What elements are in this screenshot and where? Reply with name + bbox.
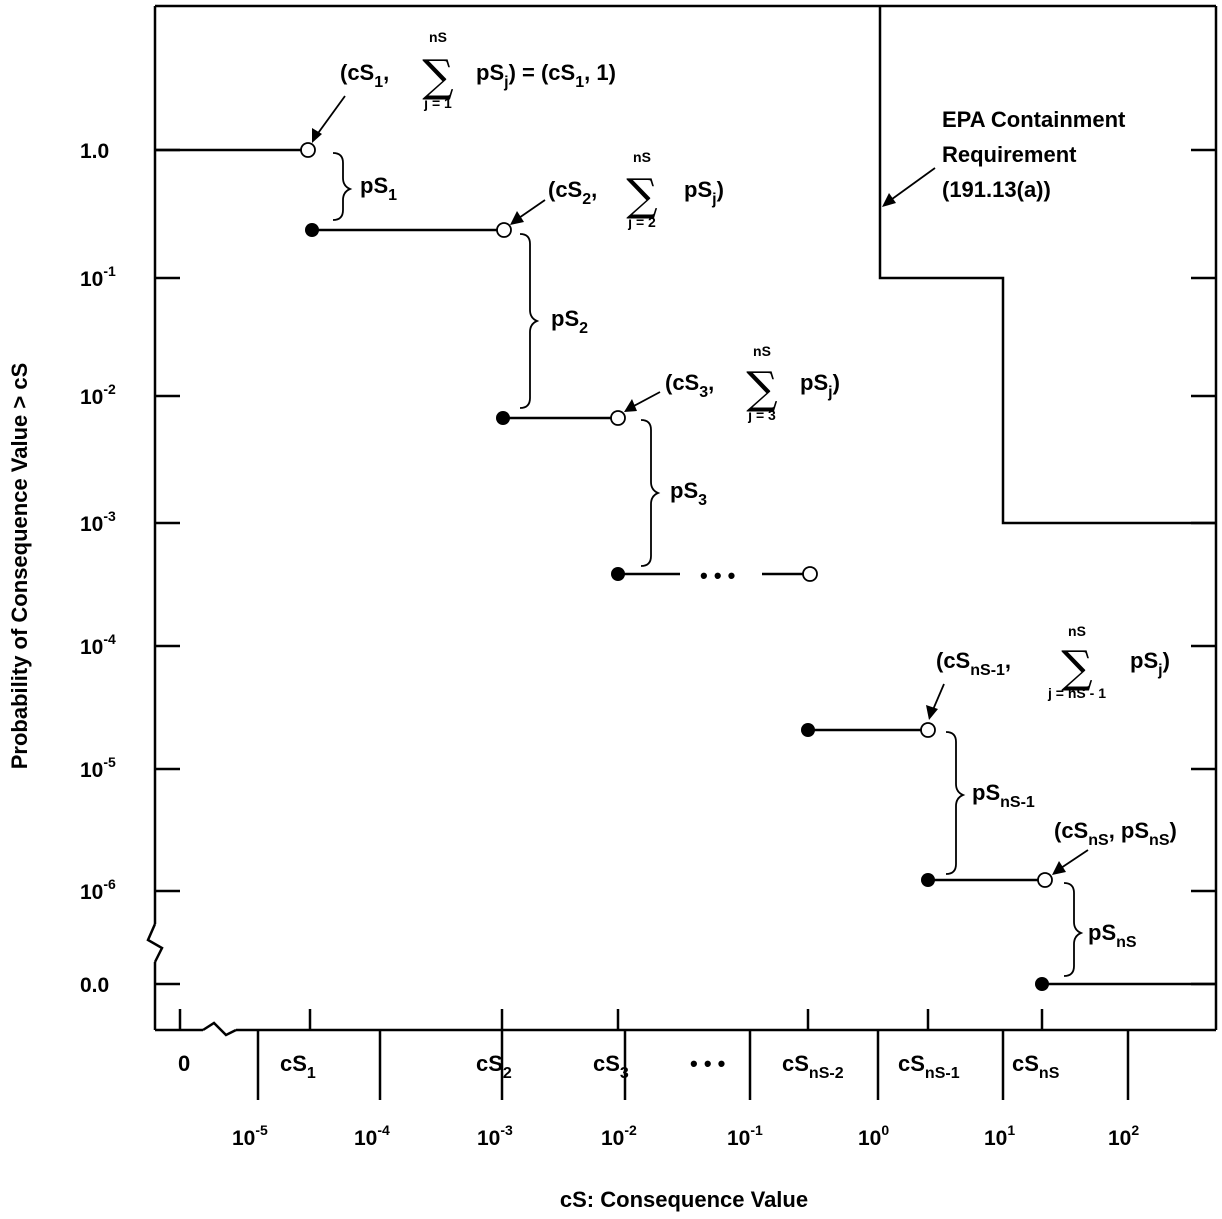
x-log-tick-1: 10-5	[232, 1122, 268, 1150]
epa-limit-line	[878, 6, 1216, 525]
x-csns1-label: cSnS-1	[898, 1051, 960, 1082]
x-cs2-label: cS2	[476, 1051, 512, 1082]
x-cs1-label: cS1	[280, 1051, 316, 1082]
y-tick-5: 10-4	[80, 631, 116, 659]
filled-point-4	[801, 723, 815, 737]
svg-text:pSj): pSj)	[800, 370, 840, 401]
y-tick-2: 10-1	[80, 263, 116, 291]
x-log-tick-5: 10-1	[727, 1122, 763, 1150]
y-tick-1: 1.0	[80, 140, 109, 163]
filled-point-3	[611, 567, 625, 581]
brace-5	[1063, 882, 1084, 977]
svg-text:∑: ∑	[626, 170, 657, 221]
brace-4	[945, 731, 966, 875]
open-point-2	[496, 222, 512, 238]
svg-text:(cS2,: (cS2,	[548, 177, 597, 208]
svg-text:pSj): pSj)	[1130, 648, 1170, 679]
filled-point-6	[1035, 977, 1049, 991]
svg-text:∑: ∑	[422, 51, 453, 102]
x-log-tick-3: 10-3	[477, 1122, 513, 1150]
svg-text:nS: nS	[1068, 623, 1086, 639]
open-point-1	[300, 142, 316, 158]
svg-text:∑: ∑	[746, 363, 777, 414]
brace-3	[640, 419, 661, 567]
y-tick-4: 10-3	[80, 508, 116, 536]
x-log-tick-4: 10-2	[601, 1122, 637, 1150]
open-point-3	[610, 410, 626, 426]
brace-label-2: pS2	[551, 306, 588, 337]
x-ellipsis: • • •	[690, 1051, 725, 1076]
epa-arrowhead	[882, 193, 896, 207]
svg-text:j = 1: j = 1	[423, 95, 452, 111]
brace-1	[332, 152, 353, 221]
filled-point-5	[921, 873, 935, 887]
ccdf-step-function	[155, 148, 1216, 986]
epa-label-line3: (191.13(a))	[942, 177, 1051, 202]
svg-text:∑: ∑	[1061, 642, 1092, 693]
step-ellipsis: • • •	[700, 563, 735, 588]
svg-text:pSj): pSj)	[684, 177, 724, 208]
x-log-tick-7: 101	[984, 1122, 1015, 1150]
x-cs3-label: cS3	[593, 1051, 629, 1082]
y-tick-6: 10-5	[80, 754, 116, 782]
x-axis-title: cS: Consequence Value	[560, 1187, 808, 1212]
brace-2	[519, 233, 540, 409]
annotation-point-ns: (cSnS, pSnS)	[1052, 818, 1177, 875]
y-axis-ticks	[155, 148, 1216, 986]
annotation-point-ns-1: (cSnS-1, nS ∑ j = nS - 1 pSj)	[926, 623, 1170, 720]
svg-text:(cSnS-1,: (cSnS-1,	[936, 648, 1011, 679]
y-tick-3: 10-2	[80, 381, 116, 409]
svg-text:nS: nS	[753, 343, 771, 359]
epa-arrow	[887, 167, 936, 203]
svg-text:j = nS - 1: j = nS - 1	[1047, 685, 1106, 701]
x-axis-ticks	[178, 1009, 1130, 1100]
x-log-tick-6: 100	[858, 1122, 889, 1150]
y-tick-8: 0.0	[80, 974, 109, 997]
svg-text:nS: nS	[429, 29, 447, 45]
svg-text:j = 3: j = 3	[747, 407, 776, 423]
brace-label-5: pSnS	[1088, 920, 1137, 951]
brace-label-1: pS1	[360, 173, 397, 204]
annotation-point-2: (cS2, nS ∑ j = 2 pSj)	[510, 149, 724, 230]
svg-text:(cS1,: (cS1,	[340, 60, 389, 91]
x-log-tick-8: 102	[1108, 1122, 1139, 1150]
annotation-point-1: (cS1, nS ∑ j = 1 pSj) = (cS1, 1)	[312, 29, 616, 143]
x-log-tick-2: 10-4	[354, 1122, 390, 1150]
svg-text:j = 2: j = 2	[627, 214, 656, 230]
plot-frame	[146, 4, 1218, 1037]
filled-point-1	[305, 223, 319, 237]
brace-label-3: pS3	[670, 478, 707, 509]
epa-label-line1: EPA Containment	[942, 107, 1126, 132]
svg-text:pSj) = (cS1, 1): pSj) = (cS1, 1)	[476, 60, 616, 91]
svg-text:(cS3,: (cS3,	[665, 370, 714, 401]
open-point-4	[802, 566, 818, 582]
open-point-6	[1037, 872, 1053, 888]
x-zero-label: 0	[178, 1051, 190, 1076]
epa-label-line2: Requirement	[942, 142, 1077, 167]
x-csns-label: cSnS	[1012, 1051, 1060, 1082]
svg-text:nS: nS	[633, 149, 651, 165]
svg-text:(cSnS, pSnS): (cSnS, pSnS)	[1054, 818, 1177, 849]
filled-point-2	[496, 411, 510, 425]
y-axis-title: Probability of Consequence Value > cS	[7, 363, 32, 770]
annotation-point-3: (cS3, nS ∑ j = 3 pSj)	[624, 343, 840, 423]
x-csns2-label: cSnS-2	[782, 1051, 844, 1082]
y-tick-7: 10-6	[80, 876, 116, 904]
brace-label-4: pSnS-1	[972, 780, 1035, 811]
open-point-5	[920, 722, 936, 738]
